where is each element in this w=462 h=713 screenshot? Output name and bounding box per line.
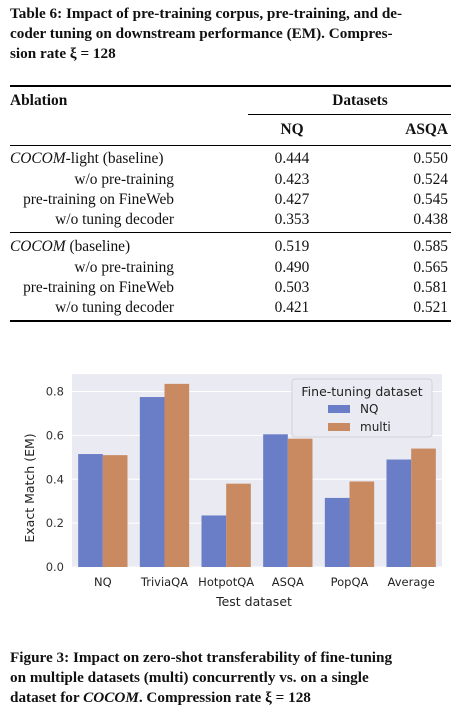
column-header-nq: NQ: [280, 121, 304, 138]
row-label: pre-training on FineWeb: [23, 279, 174, 296]
bar-multi-nq: [102, 455, 128, 567]
y-axis-label: Exact Match (EM): [22, 433, 37, 542]
y-tick-label: 0.0: [46, 560, 64, 574]
cell-asqa: 0.581: [413, 279, 448, 296]
table-caption: Table 6: Impact of pre-training corpus, …: [10, 4, 450, 64]
model-name-italic: COCOM: [10, 238, 66, 255]
cell-nq: 0.353: [274, 211, 310, 228]
table-caption-line-1: Table 6: Impact of pre-training corpus, …: [10, 5, 403, 22]
table-bottom-rule: [10, 320, 451, 322]
column-header-asqa: ASQA: [405, 121, 448, 138]
x-tick-label: Average: [388, 575, 435, 589]
y-tick-label: 0.8: [46, 385, 64, 399]
legend-swatch-multi: [328, 423, 350, 431]
figure-caption-line-3-start: dataset for: [10, 689, 84, 706]
row-label-baseline: COCOM (baseline): [10, 238, 174, 256]
gridlines: [72, 391, 442, 568]
legend-title: Fine-tuning dataset: [301, 384, 422, 399]
cell-asqa: 0.521: [413, 299, 448, 316]
bar-multi-popqa: [349, 481, 375, 567]
group-separator-rule: [10, 232, 451, 233]
x-tick-label: ASQA: [272, 575, 304, 589]
cell-asqa: 0.524: [413, 171, 448, 188]
cell-nq: 0.444: [274, 150, 310, 167]
x-tick-label: NQ: [94, 575, 112, 589]
y-tick-label: 0.6: [46, 428, 64, 442]
bar-nq-average: [386, 459, 412, 567]
cell-asqa: 0.545: [413, 191, 448, 208]
x-tick-label: HotpotQA: [198, 575, 254, 589]
table-top-rule: [10, 85, 451, 87]
bar-nq-asqa: [263, 434, 288, 567]
cell-asqa: 0.438: [413, 211, 448, 228]
x-axis-label: Test dataset: [215, 594, 292, 609]
ablation-header: Ablation: [10, 92, 68, 109]
bar-nq-triviaqa: [139, 397, 165, 567]
x-tick-label: TriviaQA: [140, 575, 188, 589]
model-name-italic: COCOM: [10, 150, 66, 167]
datasets-cmidrule: [248, 114, 451, 115]
row-label-light-baseline: COCOM-light (baseline): [10, 150, 174, 168]
tick-labels: 0.0 0.2 0.4 0.6 0.8 NQ TriviaQA HotpotQA ASQA Pop…: [46, 385, 435, 589]
cell-nq: 0.490: [274, 259, 310, 276]
figure-caption-line-1: Figure 3: Impact on zero-shot transferab…: [10, 649, 393, 666]
datasets-header: Datasets: [332, 92, 388, 109]
bar-multi-average: [411, 448, 436, 567]
cell-nq: 0.519: [274, 238, 310, 255]
x-tick-label: PopQA: [331, 575, 369, 589]
figure-caption-line-3-end: . Compression rate ξ = 128: [138, 689, 311, 706]
cell-asqa: 0.565: [413, 259, 448, 276]
legend-label-multi: multi: [360, 420, 391, 434]
y-tick-label: 0.4: [46, 472, 64, 486]
cell-nq: 0.423: [274, 171, 310, 188]
bar-multi-asqa: [287, 438, 313, 567]
legend-swatch-nq: [328, 405, 350, 413]
cell-nq: 0.503: [274, 279, 310, 296]
bar-multi-triviaqa: [164, 383, 190, 567]
y-tick-label: 0.2: [46, 516, 64, 530]
cell-asqa: 0.550: [413, 150, 448, 167]
row-label: w/o pre-training: [74, 259, 174, 276]
row-label: pre-training on FineWeb: [23, 191, 174, 208]
bar-nq-nq: [78, 454, 103, 567]
figure-caption: Figure 3: Impact on zero-shot transferab…: [10, 648, 450, 708]
row-label: w/o tuning decoder: [55, 299, 174, 316]
bar-chart: 0.0 0.2 0.4 0.6 0.8 NQ TriviaQA HotpotQA ASQA Pop…: [22, 374, 442, 609]
legend: Fine-tuning dataset NQ multi: [291, 378, 433, 438]
cell-nq: 0.421: [274, 299, 310, 316]
bar-nq-popqa: [324, 497, 350, 567]
figure-caption-line-3: dataset for COCOM. Compression rate ξ = …: [10, 688, 450, 708]
bar-multi-hotpotqa: [226, 483, 251, 567]
figure-caption-line-2: on multiple datasets (multi) concurrentl…: [10, 669, 369, 686]
legend-frame: [291, 378, 433, 438]
bars: [78, 383, 436, 567]
legend-label-nq: NQ: [360, 402, 378, 416]
bar-nq-hotpotqa: [201, 515, 227, 567]
row-label-suffix: -light (baseline): [65, 150, 164, 167]
table-caption-line-2: coder tuning on downstream performance (…: [10, 25, 393, 42]
header-rule: [10, 145, 451, 146]
cell-asqa: 0.585: [413, 238, 448, 255]
figure-caption-model-name: COCOM: [83, 689, 139, 706]
row-label: w/o pre-training: [74, 171, 174, 188]
cell-nq: 0.427: [274, 191, 310, 208]
row-label: w/o tuning decoder: [55, 211, 174, 228]
row-label-suffix: (baseline): [65, 238, 131, 255]
table-caption-line-3: sion rate ξ = 128: [10, 45, 116, 62]
